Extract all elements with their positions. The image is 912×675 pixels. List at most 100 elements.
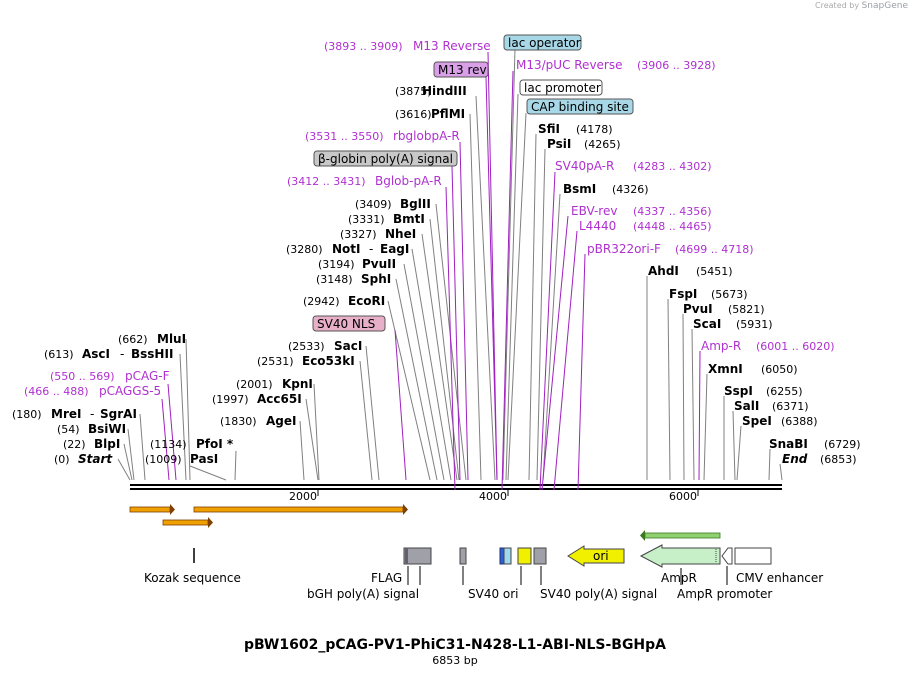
- svg-text:End: End: [782, 452, 808, 466]
- snapgene-logo: SnapGene: [861, 1, 908, 11]
- leader-lines: [117, 48, 783, 491]
- enzyme-eco53ki: (2531) Eco53kI: [257, 354, 355, 368]
- svg-text:(4448 .. 4465): (4448 .. 4465): [633, 220, 712, 233]
- feature-ampr-arrow: [639, 544, 721, 568]
- label-kozak: Kozak sequence: [144, 571, 241, 585]
- svg-text:BssHII: BssHII: [131, 347, 173, 361]
- svg-text:(5931): (5931): [736, 318, 773, 331]
- svg-text:(2533): (2533): [288, 340, 325, 353]
- primer-pcag-f: (550 .. 569) pCAG-F: [50, 369, 170, 383]
- svg-text:(4283 .. 4302): (4283 .. 4302): [633, 160, 712, 173]
- svg-text:EagI: EagI: [380, 242, 409, 256]
- ruler: 2000 4000 6000: [289, 490, 697, 503]
- svg-text:(662): (662): [118, 333, 148, 346]
- svg-text:(3331): (3331): [348, 213, 385, 226]
- svg-text:PflMI: PflMI: [431, 107, 465, 121]
- svg-text:M13 Reverse: M13 Reverse: [413, 39, 491, 53]
- primer-sv40pa-r: SV40pA-R (4283 .. 4302): [555, 159, 712, 173]
- primer-pbr322ori-f: pBR322ori-F (4699 .. 4718): [587, 242, 754, 256]
- svg-text:(1830): (1830): [220, 415, 257, 428]
- map-end: End (6853): [782, 452, 857, 466]
- svg-text:(5673): (5673): [711, 288, 748, 301]
- svg-text:ScaI: ScaI: [693, 317, 721, 331]
- enzyme-sali: SalI (6371): [734, 399, 809, 413]
- svg-text:(3875): (3875): [395, 85, 432, 98]
- svg-text:PsiI: PsiI: [547, 137, 571, 151]
- svg-text:Acc65I: Acc65I: [257, 392, 302, 406]
- svg-text:(6050): (6050): [761, 363, 798, 376]
- svg-text:(4337 .. 4356): (4337 .. 4356): [633, 205, 712, 218]
- svg-text:BsmI: BsmI: [563, 182, 596, 196]
- enzyme-ecori: (2942) EcoRI: [303, 294, 385, 308]
- left-labels: (3893 .. 3909) M13 Reverse M13 rev (3875…: [12, 39, 491, 466]
- svg-text:(6255): (6255): [766, 385, 803, 398]
- enzyme-spei: SpeI (6388): [742, 414, 818, 428]
- svg-text:rbglobpA-R: rbglobpA-R: [393, 129, 460, 143]
- svg-text:SV40 NLS: SV40 NLS: [317, 317, 375, 331]
- svg-text:(466 .. 488): (466 .. 488): [24, 385, 89, 398]
- svg-text:NotI: NotI: [332, 242, 361, 256]
- svg-text:MluI: MluI: [157, 332, 186, 346]
- enzyme-bsiwi: (54) BsiWI: [57, 422, 126, 436]
- feature-ori-arrow: ori: [567, 545, 625, 567]
- svg-text:(22): (22): [63, 438, 86, 451]
- svg-text:BglII: BglII: [400, 197, 431, 211]
- svg-text:(3148): (3148): [316, 273, 353, 286]
- svg-text:(3531 .. 3550): (3531 .. 3550): [305, 130, 384, 143]
- enzyme-noti-eagi: (3280) NotI - EagI: [286, 242, 409, 256]
- svg-text:-: -: [90, 407, 94, 421]
- primer-amp-r: Amp-R (6001 .. 6020): [701, 339, 835, 353]
- svg-text:(3409): (3409): [355, 198, 392, 211]
- primer-ebv-rev: EBV-rev (4337 .. 4356): [571, 204, 712, 218]
- svg-text:SacI: SacI: [334, 339, 362, 353]
- enzyme-xmni: XmnI (6050): [708, 362, 798, 376]
- feature-lac-promoter: lac promoter: [519, 79, 603, 96]
- svg-text:(613): (613): [44, 348, 74, 361]
- svg-text:HindIII: HindIII: [422, 84, 467, 98]
- svg-text:(5821): (5821): [728, 303, 765, 316]
- enzyme-scai: ScaI (5931): [693, 317, 773, 331]
- svg-text:PvuI: PvuI: [683, 302, 713, 316]
- svg-text:(180): (180): [12, 408, 42, 421]
- svg-text:(6853): (6853): [820, 453, 857, 466]
- enzyme-pflmi: (3616) PflMI: [395, 107, 465, 121]
- snapgene-credit: Created by SnapGene: [815, 1, 908, 11]
- svg-text:pBR322ori-F: pBR322ori-F: [587, 242, 661, 256]
- svg-text:M13 rev: M13 rev: [438, 63, 487, 77]
- feature-sv40-ori-block: [499, 547, 512, 565]
- feature-sv40-nls: SV40 NLS: [312, 315, 386, 332]
- svg-text:β-globin poly(A) signal: β-globin poly(A) signal: [318, 152, 453, 166]
- svg-text:(4178): (4178): [576, 123, 613, 136]
- svg-text:(6729): (6729): [824, 438, 861, 451]
- feature-lac-operator: lac operator: [503, 34, 582, 51]
- enzyme-pfoi: (1134) PfoI *: [150, 437, 234, 451]
- svg-text:pCAG-F: pCAG-F: [125, 369, 170, 383]
- enzyme-bglii: (3409) BglII: [355, 197, 431, 211]
- svg-text:(2942): (2942): [303, 295, 340, 308]
- feature-yellow-block: [517, 547, 532, 565]
- right-labels: lac operator M13/pUC Reverse (3906 .. 39…: [503, 34, 861, 466]
- svg-text:(3893 .. 3909): (3893 .. 3909): [324, 40, 403, 53]
- ruler-tick-6000: 6000: [669, 490, 697, 503]
- backbone: [130, 484, 782, 496]
- enzyme-snabi: SnaBI (6729): [769, 437, 861, 451]
- enzyme-ahdi: AhdI (5451): [648, 264, 733, 278]
- primer-m13-reverse: (3893 .. 3909) M13 Reverse: [324, 39, 491, 53]
- svg-text:M13/pUC Reverse: M13/pUC Reverse: [516, 58, 623, 72]
- feature-flag-block: [403, 547, 432, 565]
- svg-text:(3906 .. 3928): (3906 .. 3928): [637, 59, 716, 72]
- enzyme-sspi: SspI (6255): [724, 384, 803, 398]
- svg-text:(3412 .. 3431): (3412 .. 3431): [287, 175, 366, 188]
- svg-text:SnaBI: SnaBI: [769, 437, 808, 451]
- feature-cmv-enhancer: [734, 547, 772, 565]
- map-start: (0) Start: [54, 452, 113, 466]
- enzyme-acc65i: (1997) Acc65I: [212, 392, 302, 406]
- svg-text:CAP binding site: CAP binding site: [531, 100, 629, 114]
- svg-text:AgeI: AgeI: [266, 414, 296, 428]
- svg-text:(1009): (1009): [145, 453, 182, 466]
- svg-text:SalI: SalI: [734, 399, 759, 413]
- enzyme-agei: (1830) AgeI: [220, 414, 296, 428]
- svg-text:(54): (54): [57, 423, 80, 436]
- enzyme-kpni: (2001) KpnI: [236, 377, 313, 391]
- credit-prefix: Created by: [815, 1, 860, 10]
